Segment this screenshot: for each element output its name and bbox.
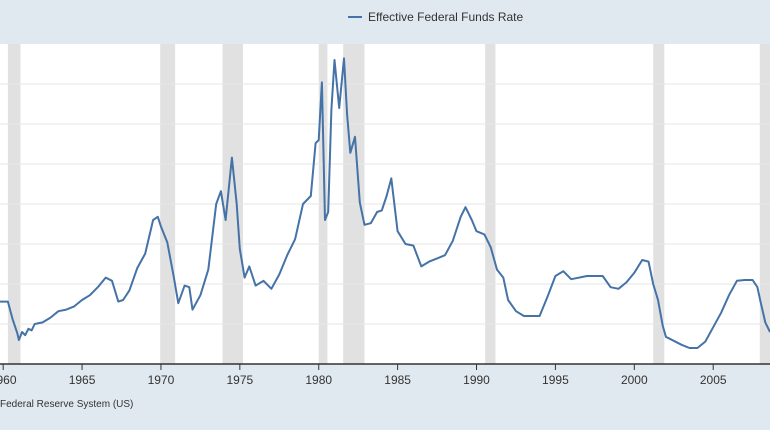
x-tick-label: 1960 (0, 373, 17, 387)
x-tick-label: 2000 (621, 373, 648, 387)
x-tick-label: 1975 (226, 373, 253, 387)
source-note: Federal Reserve System (US) (0, 399, 134, 410)
x-tick-label: 1980 (305, 373, 332, 387)
grid-layer (0, 83, 770, 325)
chart-legend: Effective Federal Funds Rate (348, 10, 523, 24)
x-tick-label: 1995 (542, 373, 569, 387)
x-tick-label: 1970 (148, 373, 175, 387)
x-tick-label: 1965 (69, 373, 96, 387)
x-tick-label: 2005 (700, 373, 727, 387)
legend-label: Effective Federal Funds Rate (368, 10, 524, 24)
x-tick-label: 1990 (463, 373, 490, 387)
legend-line-swatch-icon (348, 16, 362, 18)
series-layer (0, 57, 770, 349)
series-line (0, 57, 770, 349)
x-axis: 1960 1965 1970 1975 1980 1985 1990 1995 2000 2005 (0, 363, 770, 387)
x-tick-label: 1985 (384, 373, 411, 387)
